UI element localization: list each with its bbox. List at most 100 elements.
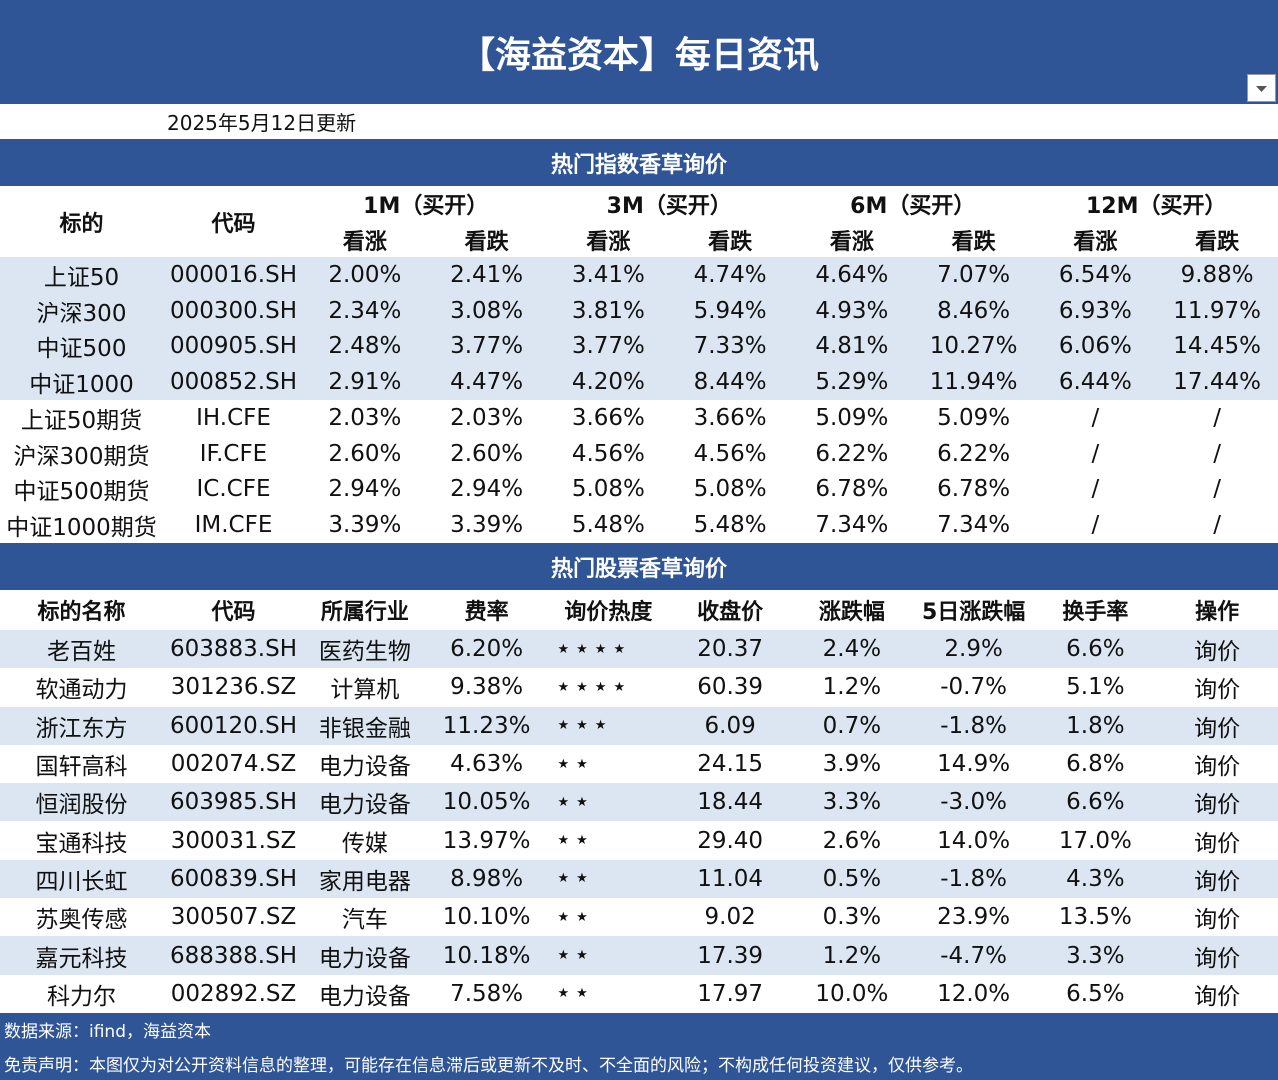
cell: 6.22%	[937, 440, 1011, 467]
cell: 2.48%	[328, 333, 402, 360]
cell: /	[1091, 440, 1100, 467]
cell: 家用电器	[318, 868, 411, 895]
cell: 浙江东方	[35, 715, 128, 742]
cell[interactable]: 询价	[1194, 715, 1241, 742]
cell: 2.94%	[450, 476, 524, 503]
cell: 0.3%	[822, 904, 882, 931]
row-background	[0, 859, 1278, 899]
cell: 6.20%	[450, 636, 524, 663]
cell: 6.5%	[1066, 980, 1125, 1007]
cell[interactable]: 询价	[1194, 868, 1241, 895]
cell: -4.7%	[940, 942, 1007, 969]
cell: 2.41%	[450, 261, 524, 288]
heat-stars: ★★★	[557, 718, 614, 734]
cell: 电力设备	[318, 983, 411, 1010]
cell: 汽车	[341, 907, 388, 934]
cell[interactable]: 询价	[1194, 677, 1241, 704]
cell: 电力设备	[318, 945, 411, 972]
cell: 7.34%	[815, 512, 889, 539]
section-title: 热门股票香草询价	[550, 556, 727, 582]
cell: 23.9%	[937, 904, 1011, 931]
footer-background	[0, 1013, 1278, 1080]
tenor-header: 3M（买开）	[606, 194, 732, 219]
cell: 中证1000	[29, 372, 134, 399]
section-title: 热门指数香草询价	[550, 152, 727, 178]
cell: 3.66%	[693, 404, 767, 431]
cell: 10.10%	[442, 904, 531, 931]
cell: 4.56%	[571, 440, 645, 467]
cell: 8.44%	[693, 369, 767, 396]
cell: 2.4%	[822, 636, 882, 663]
cell: 宝通科技	[35, 830, 128, 857]
cell: 6.78%	[937, 476, 1011, 503]
cell: 恒润股份	[35, 792, 128, 819]
column-header: 换手率	[1062, 600, 1129, 625]
cell: IC.CFE	[196, 476, 271, 503]
cell: 1.2%	[822, 674, 882, 701]
cell: 3.41%	[571, 261, 645, 288]
cell: 3.3%	[822, 789, 882, 816]
cell: 3.77%	[450, 333, 524, 360]
cell: 002892.SZ	[170, 980, 297, 1007]
cell: /	[1213, 440, 1221, 467]
cell: 非银金融	[318, 715, 411, 742]
heat-stars: ★★	[557, 909, 595, 925]
heat-stars: ★★	[557, 871, 595, 887]
cell: 7.58%	[450, 980, 524, 1007]
cell: 3.9%	[822, 751, 882, 778]
cell: 2.03%	[328, 404, 402, 431]
cell: 中证500期货	[13, 479, 150, 506]
cell: 3.39%	[450, 512, 524, 539]
column-header: 代码	[211, 211, 256, 237]
heat-stars: ★★	[557, 948, 595, 964]
cell: 688388.SH	[169, 942, 297, 969]
cell: 7.33%	[693, 333, 767, 360]
cell: 2.6%	[822, 827, 882, 854]
cell: 10.18%	[442, 942, 531, 969]
heat-stars: ★★	[557, 794, 595, 810]
cell: 7.07%	[937, 261, 1011, 288]
cell: 5.1%	[1066, 674, 1125, 701]
cell[interactable]: 询价	[1194, 983, 1241, 1010]
cell: 300507.SZ	[170, 904, 297, 931]
cell: 603985.SH	[169, 789, 297, 816]
cell[interactable]: 询价	[1194, 907, 1241, 934]
row-background	[0, 936, 1278, 975]
cell: 17.0%	[1058, 827, 1132, 854]
cell: 中证1000期货	[6, 515, 157, 542]
cell: 5.09%	[937, 404, 1011, 431]
row-background	[0, 706, 1278, 745]
update-date: 2025年5月12日更新	[167, 111, 357, 135]
cell: 4.20%	[571, 369, 645, 396]
cell: 5.94%	[693, 297, 767, 324]
cell: 1.2%	[822, 942, 882, 969]
cell: 5.48%	[571, 512, 645, 539]
cell[interactable]: 询价	[1194, 945, 1241, 972]
cell: 苏奥传感	[35, 907, 128, 934]
cell[interactable]: 询价	[1194, 830, 1241, 857]
cell[interactable]: 询价	[1194, 792, 1241, 819]
cell[interactable]: 询价	[1194, 754, 1241, 781]
cell[interactable]: 询价	[1194, 639, 1241, 666]
column-header: 涨跌幅	[818, 600, 885, 625]
column-header: 所属行业	[320, 600, 409, 625]
dropdown-button[interactable]	[1247, 74, 1276, 102]
cell: 600839.SH	[169, 865, 297, 892]
sub-header: 看涨	[342, 229, 387, 255]
cell: 6.93%	[1058, 297, 1132, 324]
cell: 计算机	[330, 677, 400, 704]
cell: 4.93%	[815, 297, 889, 324]
cell: /	[1091, 512, 1100, 539]
cell: -3.0%	[940, 789, 1007, 816]
cell: 电力设备	[318, 792, 411, 819]
cell: 软通动力	[35, 677, 128, 704]
section-header	[0, 139, 1278, 186]
cell: 11.94%	[929, 369, 1018, 396]
cell: 603883.SH	[169, 636, 297, 663]
cell: 4.63%	[450, 751, 524, 778]
cell: 电力设备	[318, 754, 411, 781]
cell: 14.45%	[1173, 333, 1261, 360]
cell: 医药生物	[318, 639, 411, 666]
cell: 3.81%	[571, 297, 645, 324]
cell: 10.0%	[815, 980, 889, 1007]
